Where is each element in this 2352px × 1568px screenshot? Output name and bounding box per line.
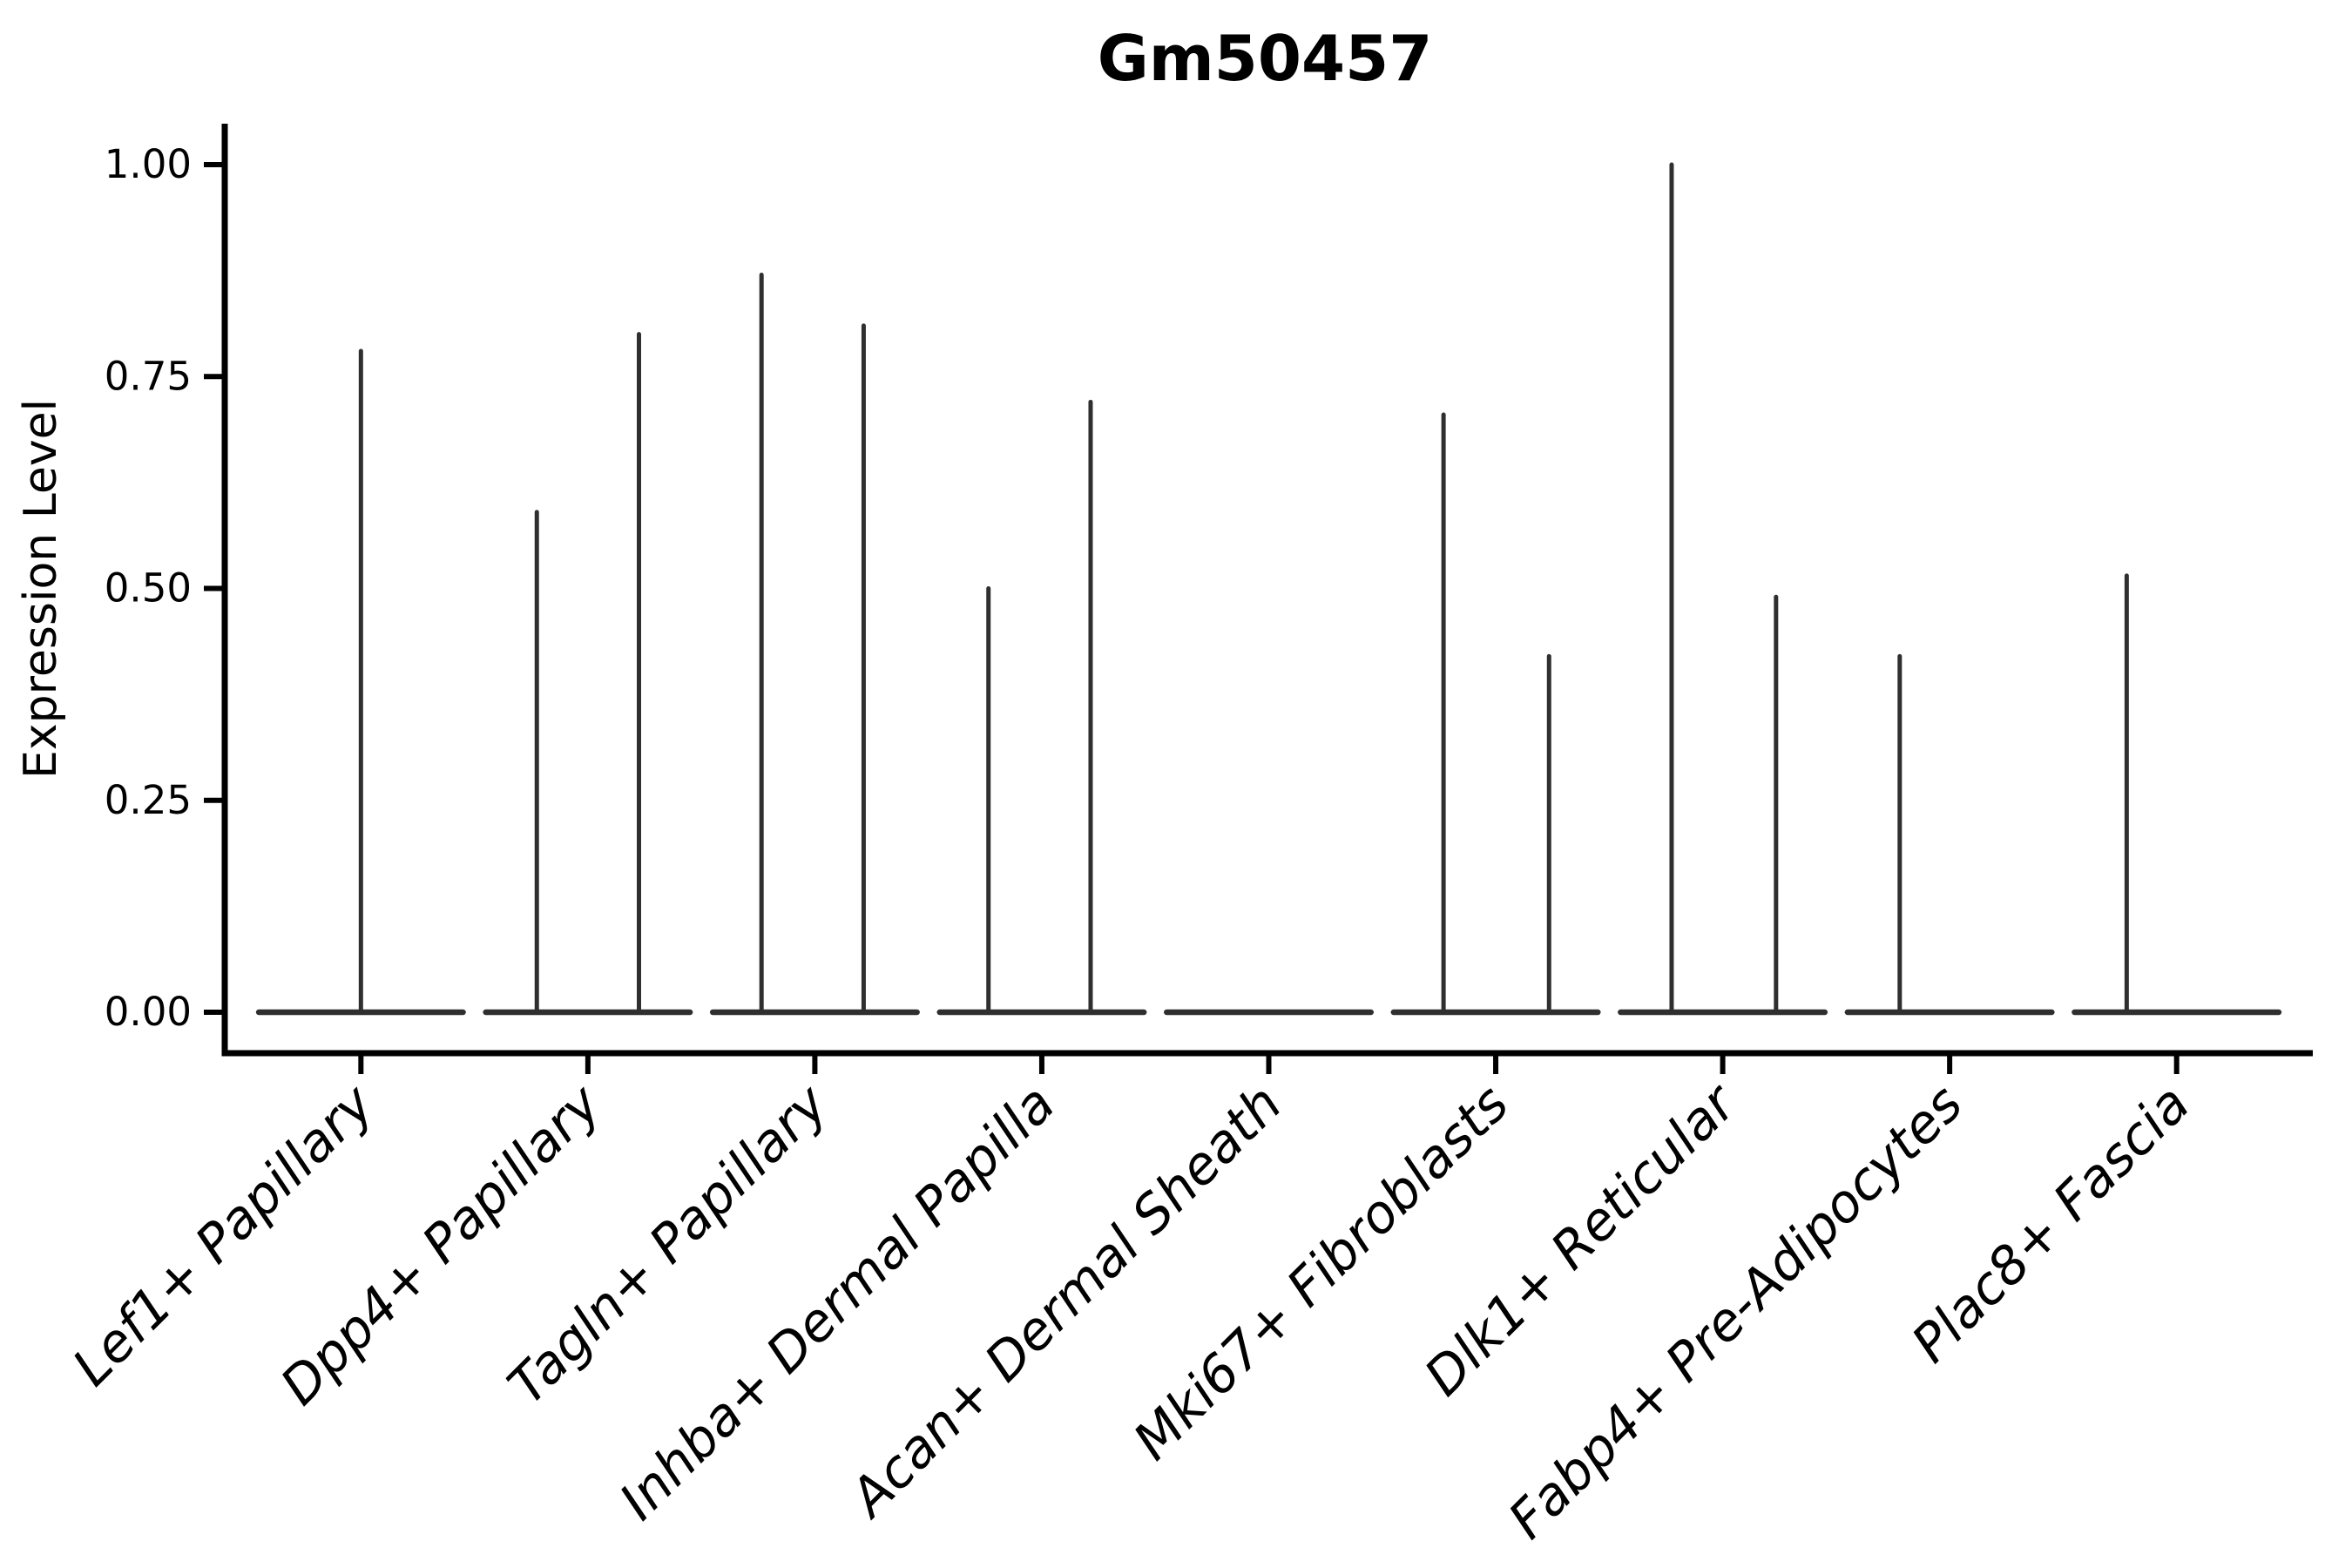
y-tick-label: 0.75 (105, 353, 192, 399)
x-tick-label: Inhba+ Dermal Papilla (608, 1073, 1066, 1531)
y-tick-label: 1.00 (105, 141, 192, 187)
chart-title: Gm50457 (1098, 22, 1433, 95)
y-tick-label: 0.25 (105, 777, 192, 823)
y-tick-label: 0.00 (105, 989, 192, 1035)
x-tick-label: Fabp4+ Pre-Adipocytes (1497, 1073, 1975, 1551)
y-axis-label: Expression Level (15, 399, 67, 779)
x-tick-label: Acan+ Dermal Sheath (836, 1073, 1294, 1531)
y-tick-label: 0.50 (105, 565, 192, 612)
x-tick-label: Mki67+ Fibroblasts (1122, 1073, 1521, 1472)
